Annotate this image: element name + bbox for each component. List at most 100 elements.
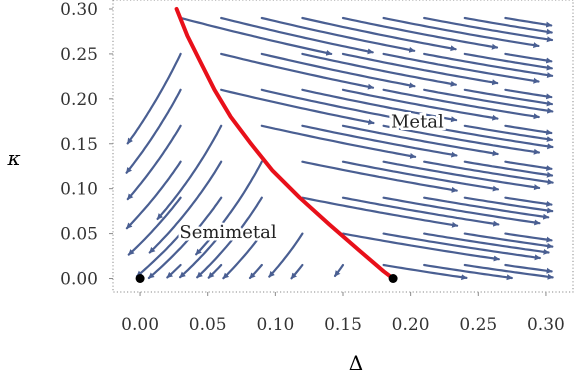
x-tick-label-5: 0.25 [459, 315, 497, 335]
stream-arrow-23 [382, 88, 540, 120]
stream-arrow-41 [382, 160, 541, 191]
x-tick-label-3: 0.15 [324, 315, 362, 335]
x-axis-label: Δ [349, 351, 363, 375]
y-tick-label-0: 0.00 [60, 270, 98, 290]
plot-frame [112, 0, 574, 293]
stream-arrow-3 [301, 16, 457, 52]
x-tick-label-4: 0.20 [392, 315, 430, 335]
stream-arrow-69 [423, 263, 513, 281]
stream-arrow-1 [220, 16, 374, 55]
region-label-semimetal: Semimetal [179, 222, 276, 243]
stream-arrow-6 [423, 16, 554, 43]
stream-arrow-47 [196, 196, 263, 279]
stream-arrow-14 [382, 52, 540, 84]
stream-arrow-42 [423, 160, 554, 185]
separatrix-curve [174, 7, 396, 281]
stream-arrow-20 [260, 88, 416, 124]
stream-arrow-71 [504, 263, 553, 274]
stream-arrow-36 [125, 160, 182, 230]
stream-arrow-65 [248, 263, 263, 280]
stream-arrow-57 [268, 232, 304, 278]
stream-arrow-52 [463, 196, 554, 214]
stream-arrow-30 [301, 124, 458, 158]
stream-arrow-27 [126, 124, 182, 201]
fixed-points [135, 274, 398, 283]
stream-arrow-11 [260, 52, 416, 89]
stream-arrow-34 [463, 124, 554, 143]
stream-arrow-17 [504, 52, 553, 64]
stream-arrow-22 [341, 88, 499, 121]
stream-arrow-40 [341, 160, 499, 192]
fixed-point-1 [388, 274, 398, 283]
stream-arrow-31 [341, 124, 499, 157]
stream-arrow-54 [135, 232, 182, 278]
stream-arrow-8 [504, 16, 553, 28]
x-tick-label-6: 0.30 [527, 315, 565, 335]
stream-arrow-15 [423, 52, 554, 79]
y-tick-label-4: 0.20 [60, 90, 98, 110]
y-axis-ticks: 0.00 0.05 0.10 0.15 0.20 0.25 0.30 [60, 0, 113, 290]
region-label-metal: Metal [391, 112, 444, 133]
stream-arrow-35 [504, 124, 553, 136]
stream-arrow-45 [127, 196, 182, 256]
stream-arrow-48 [301, 196, 459, 228]
y-tick-label-1: 0.05 [60, 225, 98, 245]
stream-arrow-39 [301, 160, 458, 193]
stream-arrow-53 [504, 196, 553, 207]
stream-arrow-44 [504, 160, 553, 172]
x-axis-ticks: 0.00 0.05 0.10 0.15 0.20 0.25 0.30 [121, 292, 565, 335]
stream-arrow-46 [147, 196, 223, 280]
x-tick-label-0: 0.00 [121, 315, 159, 335]
x-tick-label-1: 0.05 [189, 315, 227, 335]
y-tick-label-3: 0.15 [60, 135, 98, 155]
stream-arrow-66 [290, 263, 304, 280]
stream-arrow-18 [125, 88, 182, 174]
x-tick-label-2: 0.10 [256, 315, 294, 335]
stream-arrow-38 [195, 160, 263, 256]
stream-arrow-51 [423, 196, 550, 220]
y-tick-label-5: 0.25 [60, 45, 98, 65]
stream-arrow-0 [179, 16, 333, 56]
stream-arrow-63 [166, 263, 182, 279]
stream-arrow-29 [260, 124, 417, 159]
fixed-point-0 [135, 274, 145, 283]
stream-arrow-68 [382, 263, 468, 281]
y-axis-label: κ [6, 146, 20, 170]
stream-arrow-32 [382, 124, 541, 155]
stream-arrow-9 [126, 52, 182, 145]
y-tick-label-2: 0.10 [60, 180, 98, 200]
stream-arrow-25 [463, 88, 554, 107]
stream-arrow-50 [382, 196, 541, 226]
stream-arrow-43 [463, 160, 554, 178]
stream-arrow-59 [382, 232, 541, 261]
stream-arrow-13 [341, 52, 499, 86]
y-tick-label-6: 0.30 [60, 0, 98, 20]
stream-arrow-28 [156, 124, 223, 220]
stream-arrow-19 [220, 88, 375, 125]
stream-arrow-49 [341, 196, 500, 227]
stream-arrow-33 [423, 124, 554, 150]
stream-arrow-58 [341, 232, 500, 262]
stream-arrow-67 [333, 263, 345, 277]
stream-arrow-7 [463, 16, 553, 35]
stream-arrow-70 [463, 263, 554, 280]
stream-arrow-2 [260, 16, 416, 53]
stream-arrow-64 [207, 263, 223, 279]
stream-arrow-55 [179, 232, 223, 279]
stream-arrows [125, 16, 554, 281]
stream-arrow-4 [341, 16, 499, 50]
stream-arrow-5 [382, 16, 540, 48]
stream-arrow-61 [463, 232, 554, 249]
stream-arrow-62 [504, 232, 553, 243]
region-labels: Metal Semimetal [177, 109, 447, 246]
stream-arrow-12 [301, 52, 457, 87]
stream-arrow-24 [423, 88, 554, 114]
stream-arrow-56 [222, 232, 263, 280]
stream-arrow-60 [423, 232, 550, 255]
stream-arrow-16 [463, 52, 553, 71]
stream-arrow-10 [220, 52, 375, 90]
stream-arrow-21 [301, 88, 458, 123]
stream-arrow-26 [504, 88, 553, 100]
stream-arrow-37 [148, 160, 223, 254]
